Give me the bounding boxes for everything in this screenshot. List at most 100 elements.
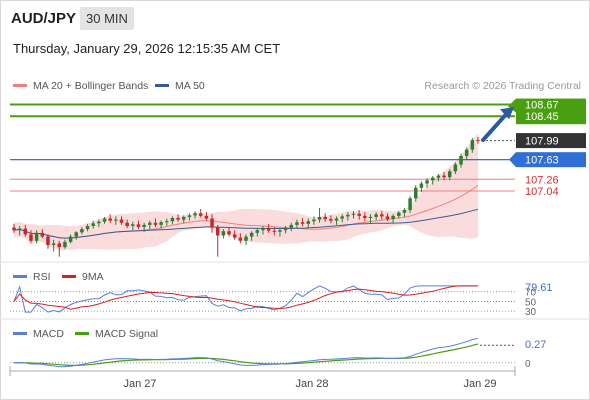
candle-body	[329, 219, 333, 221]
candle-body	[340, 216, 344, 219]
candle-body	[176, 217, 180, 220]
candle-body	[46, 236, 50, 246]
candle-body	[34, 232, 39, 241]
candle-body	[255, 230, 260, 233]
support-level-label: 107.04	[525, 186, 559, 198]
candle-body	[91, 223, 95, 226]
candle-body	[182, 216, 186, 220]
legend-macd-signal-label: MACD Signal	[95, 328, 159, 340]
candle-body	[459, 155, 463, 165]
candle-body	[306, 221, 310, 224]
forecast-arrow-head	[500, 107, 514, 120]
candle-body	[261, 228, 265, 231]
candle-body	[119, 219, 124, 223]
candle-body	[363, 215, 367, 218]
candle-body	[464, 149, 469, 156]
candle-body	[29, 234, 33, 241]
candle-body	[198, 213, 203, 216]
candle-body	[278, 230, 282, 232]
time-axis-tick-label: Jan 29	[463, 378, 496, 390]
candle-body	[476, 140, 480, 142]
candle-body	[289, 224, 294, 228]
candle-body	[430, 177, 435, 181]
candle-body	[131, 224, 135, 226]
candle-body	[74, 232, 78, 237]
candle-body	[114, 219, 118, 221]
candle-body	[266, 228, 271, 231]
candle-body	[210, 218, 214, 228]
macd-swatch	[13, 331, 27, 335]
candle-body	[380, 214, 384, 217]
legend-rsi-ma-label: 9MA	[82, 271, 104, 283]
macd-last-value: 0.27	[525, 339, 546, 351]
candle-body	[312, 219, 316, 222]
candle-body	[97, 221, 101, 224]
target-label-box	[516, 98, 586, 125]
legend-rsi: RSI	[13, 271, 51, 283]
candle-body	[397, 212, 401, 216]
candle-body	[470, 140, 475, 150]
rsi-level-tick: 30	[525, 307, 537, 318]
candle-body	[238, 237, 243, 241]
rsi-last-value: 79.61	[525, 282, 553, 294]
bollinger-swatch	[13, 83, 27, 87]
candle-body	[170, 217, 175, 222]
symbol-title: AUD/JPY	[11, 10, 77, 27]
legend-ma50-label: MA 50	[175, 80, 205, 92]
bollinger-band-fill	[14, 133, 478, 251]
candle-body	[419, 183, 424, 188]
timeframe-button[interactable]: 30 MIN	[80, 7, 134, 30]
target-label-pointer	[508, 98, 516, 113]
candle-body	[125, 222, 129, 226]
candle-body	[193, 213, 197, 216]
credit-text: Research © 2026 Trading Central	[424, 80, 581, 92]
candle-body	[402, 210, 407, 213]
last-price-box	[516, 133, 586, 149]
legend-bollinger-label: MA 20 + Bollinger Bands	[33, 80, 149, 92]
candle-body	[108, 218, 112, 221]
candle-body	[283, 227, 288, 231]
candle-body	[51, 243, 56, 246]
candle-body	[17, 228, 22, 231]
ma50-swatch	[155, 83, 169, 87]
candle-body	[148, 222, 152, 225]
legend-macd: MACD	[13, 328, 64, 340]
pivot-level-label: 107.63	[525, 155, 559, 167]
candle-body	[447, 171, 452, 178]
rsi-ma-swatch	[62, 274, 76, 278]
legend-macd-signal: MACD Signal	[75, 328, 158, 340]
candle-body	[414, 187, 418, 199]
candle-body	[215, 227, 220, 236]
target-level-label: 108.67	[525, 100, 559, 112]
candle-body	[408, 198, 412, 211]
legend-macd-label: MACD	[33, 328, 64, 340]
candle-body	[40, 232, 45, 237]
pivot-label-box	[516, 152, 586, 168]
rsi-swatch	[13, 274, 27, 278]
candle-body	[136, 224, 141, 228]
rsi-line	[13, 285, 478, 313]
candle-body	[142, 224, 146, 228]
candle-body	[68, 236, 73, 242]
candle-body	[204, 215, 209, 219]
candle-body	[346, 214, 350, 217]
candle-body	[453, 164, 458, 172]
candle-body	[221, 231, 226, 236]
candle-body	[63, 241, 67, 248]
candle-body	[442, 175, 446, 178]
time-axis-tick-label: Jan 28	[295, 378, 328, 390]
macd-signal-line	[13, 343, 479, 366]
time-axis-tick-label: Jan 27	[123, 378, 156, 390]
candle-body	[385, 216, 390, 220]
last-price-label: 107.99	[525, 136, 559, 148]
candle-body	[334, 218, 339, 221]
candle-body	[391, 215, 395, 220]
macd-zero-tick: 0	[525, 359, 531, 370]
legend-rsi-label: RSI	[33, 271, 51, 283]
candle-body	[317, 216, 322, 220]
legend-bollinger: MA 20 + Bollinger Bands	[13, 80, 148, 92]
candle-body	[85, 225, 90, 230]
candle-body	[244, 236, 248, 241]
candle-body	[165, 221, 169, 223]
